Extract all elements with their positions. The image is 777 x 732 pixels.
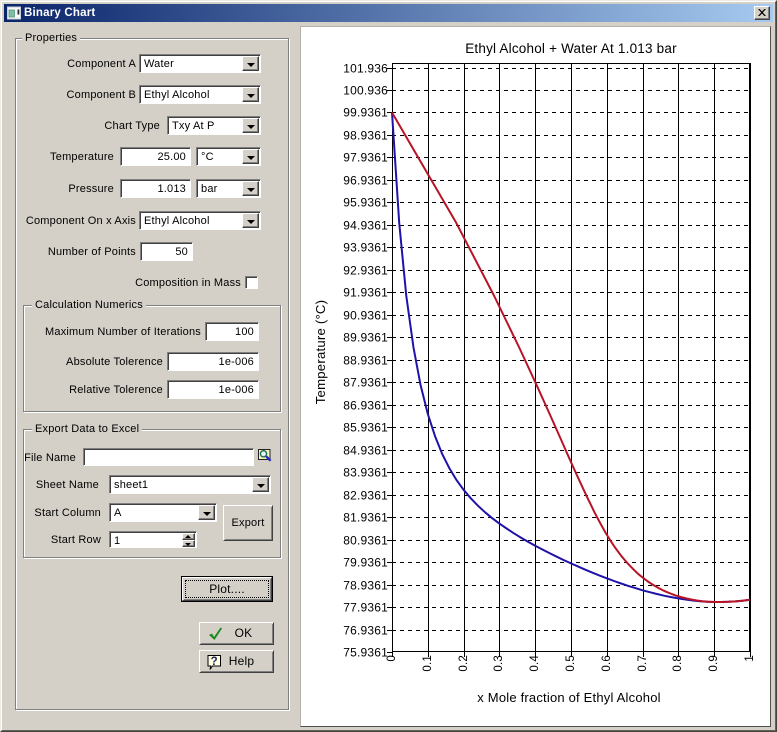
svg-text:77.9361: 77.9361 (343, 601, 388, 615)
svg-text:101.936: 101.936 (343, 62, 388, 76)
svg-text:99.9361: 99.9361 (343, 106, 388, 120)
svg-text:0.8: 0.8 (672, 655, 684, 672)
svg-text:0.2: 0.2 (458, 655, 470, 672)
svg-text:85.9361: 85.9361 (343, 421, 388, 435)
svg-text:79.9361: 79.9361 (343, 556, 388, 570)
svg-text:0.7: 0.7 (637, 655, 649, 672)
svg-text:84.9361: 84.9361 (343, 444, 388, 458)
svg-text:0.3: 0.3 (493, 655, 505, 672)
svg-text:?: ? (211, 656, 218, 668)
svg-text:0.9: 0.9 (708, 655, 720, 672)
svg-text:78.9361: 78.9361 (343, 579, 388, 593)
svg-text:92.9361: 92.9361 (343, 264, 388, 278)
svg-text:95.9361: 95.9361 (343, 196, 388, 210)
svg-text:81.9361: 81.9361 (343, 511, 388, 525)
svg-text:86.9361: 86.9361 (343, 399, 388, 413)
svg-text:98.9361: 98.9361 (343, 129, 388, 143)
svg-text:87.9361: 87.9361 (343, 376, 388, 390)
svg-text:96.9361: 96.9361 (343, 174, 388, 188)
svg-text:0.4: 0.4 (529, 655, 541, 672)
svg-text:90.9361: 90.9361 (343, 309, 388, 323)
svg-text:75.9361: 75.9361 (343, 646, 388, 660)
svg-text:1: 1 (744, 655, 756, 662)
svg-text:0.6: 0.6 (601, 655, 613, 672)
svg-text:82.9361: 82.9361 (343, 489, 388, 503)
svg-text:93.9361: 93.9361 (343, 241, 388, 255)
svg-text:80.9361: 80.9361 (343, 534, 388, 548)
svg-text:76.9361: 76.9361 (343, 624, 388, 638)
svg-text:100.936: 100.936 (343, 84, 388, 98)
svg-text:94.9361: 94.9361 (343, 219, 388, 233)
svg-text:89.9361: 89.9361 (343, 331, 388, 345)
svg-text:Temperature (°C): Temperature (°C) (313, 300, 328, 404)
svg-text:88.9361: 88.9361 (343, 354, 388, 368)
svg-text:83.9361: 83.9361 (343, 466, 388, 480)
svg-text:0.5: 0.5 (565, 655, 577, 672)
svg-text:x Mole fraction of Ethyl Alcoh: x Mole fraction of Ethyl Alcohol (477, 690, 660, 705)
svg-text:0: 0 (386, 655, 398, 662)
svg-text:91.9361: 91.9361 (343, 286, 388, 300)
svg-text:97.9361: 97.9361 (343, 151, 388, 165)
svg-text:Ethyl Alcohol + Water At 1.013: Ethyl Alcohol + Water At 1.013 bar (465, 41, 677, 56)
svg-text:0.1: 0.1 (422, 655, 434, 672)
